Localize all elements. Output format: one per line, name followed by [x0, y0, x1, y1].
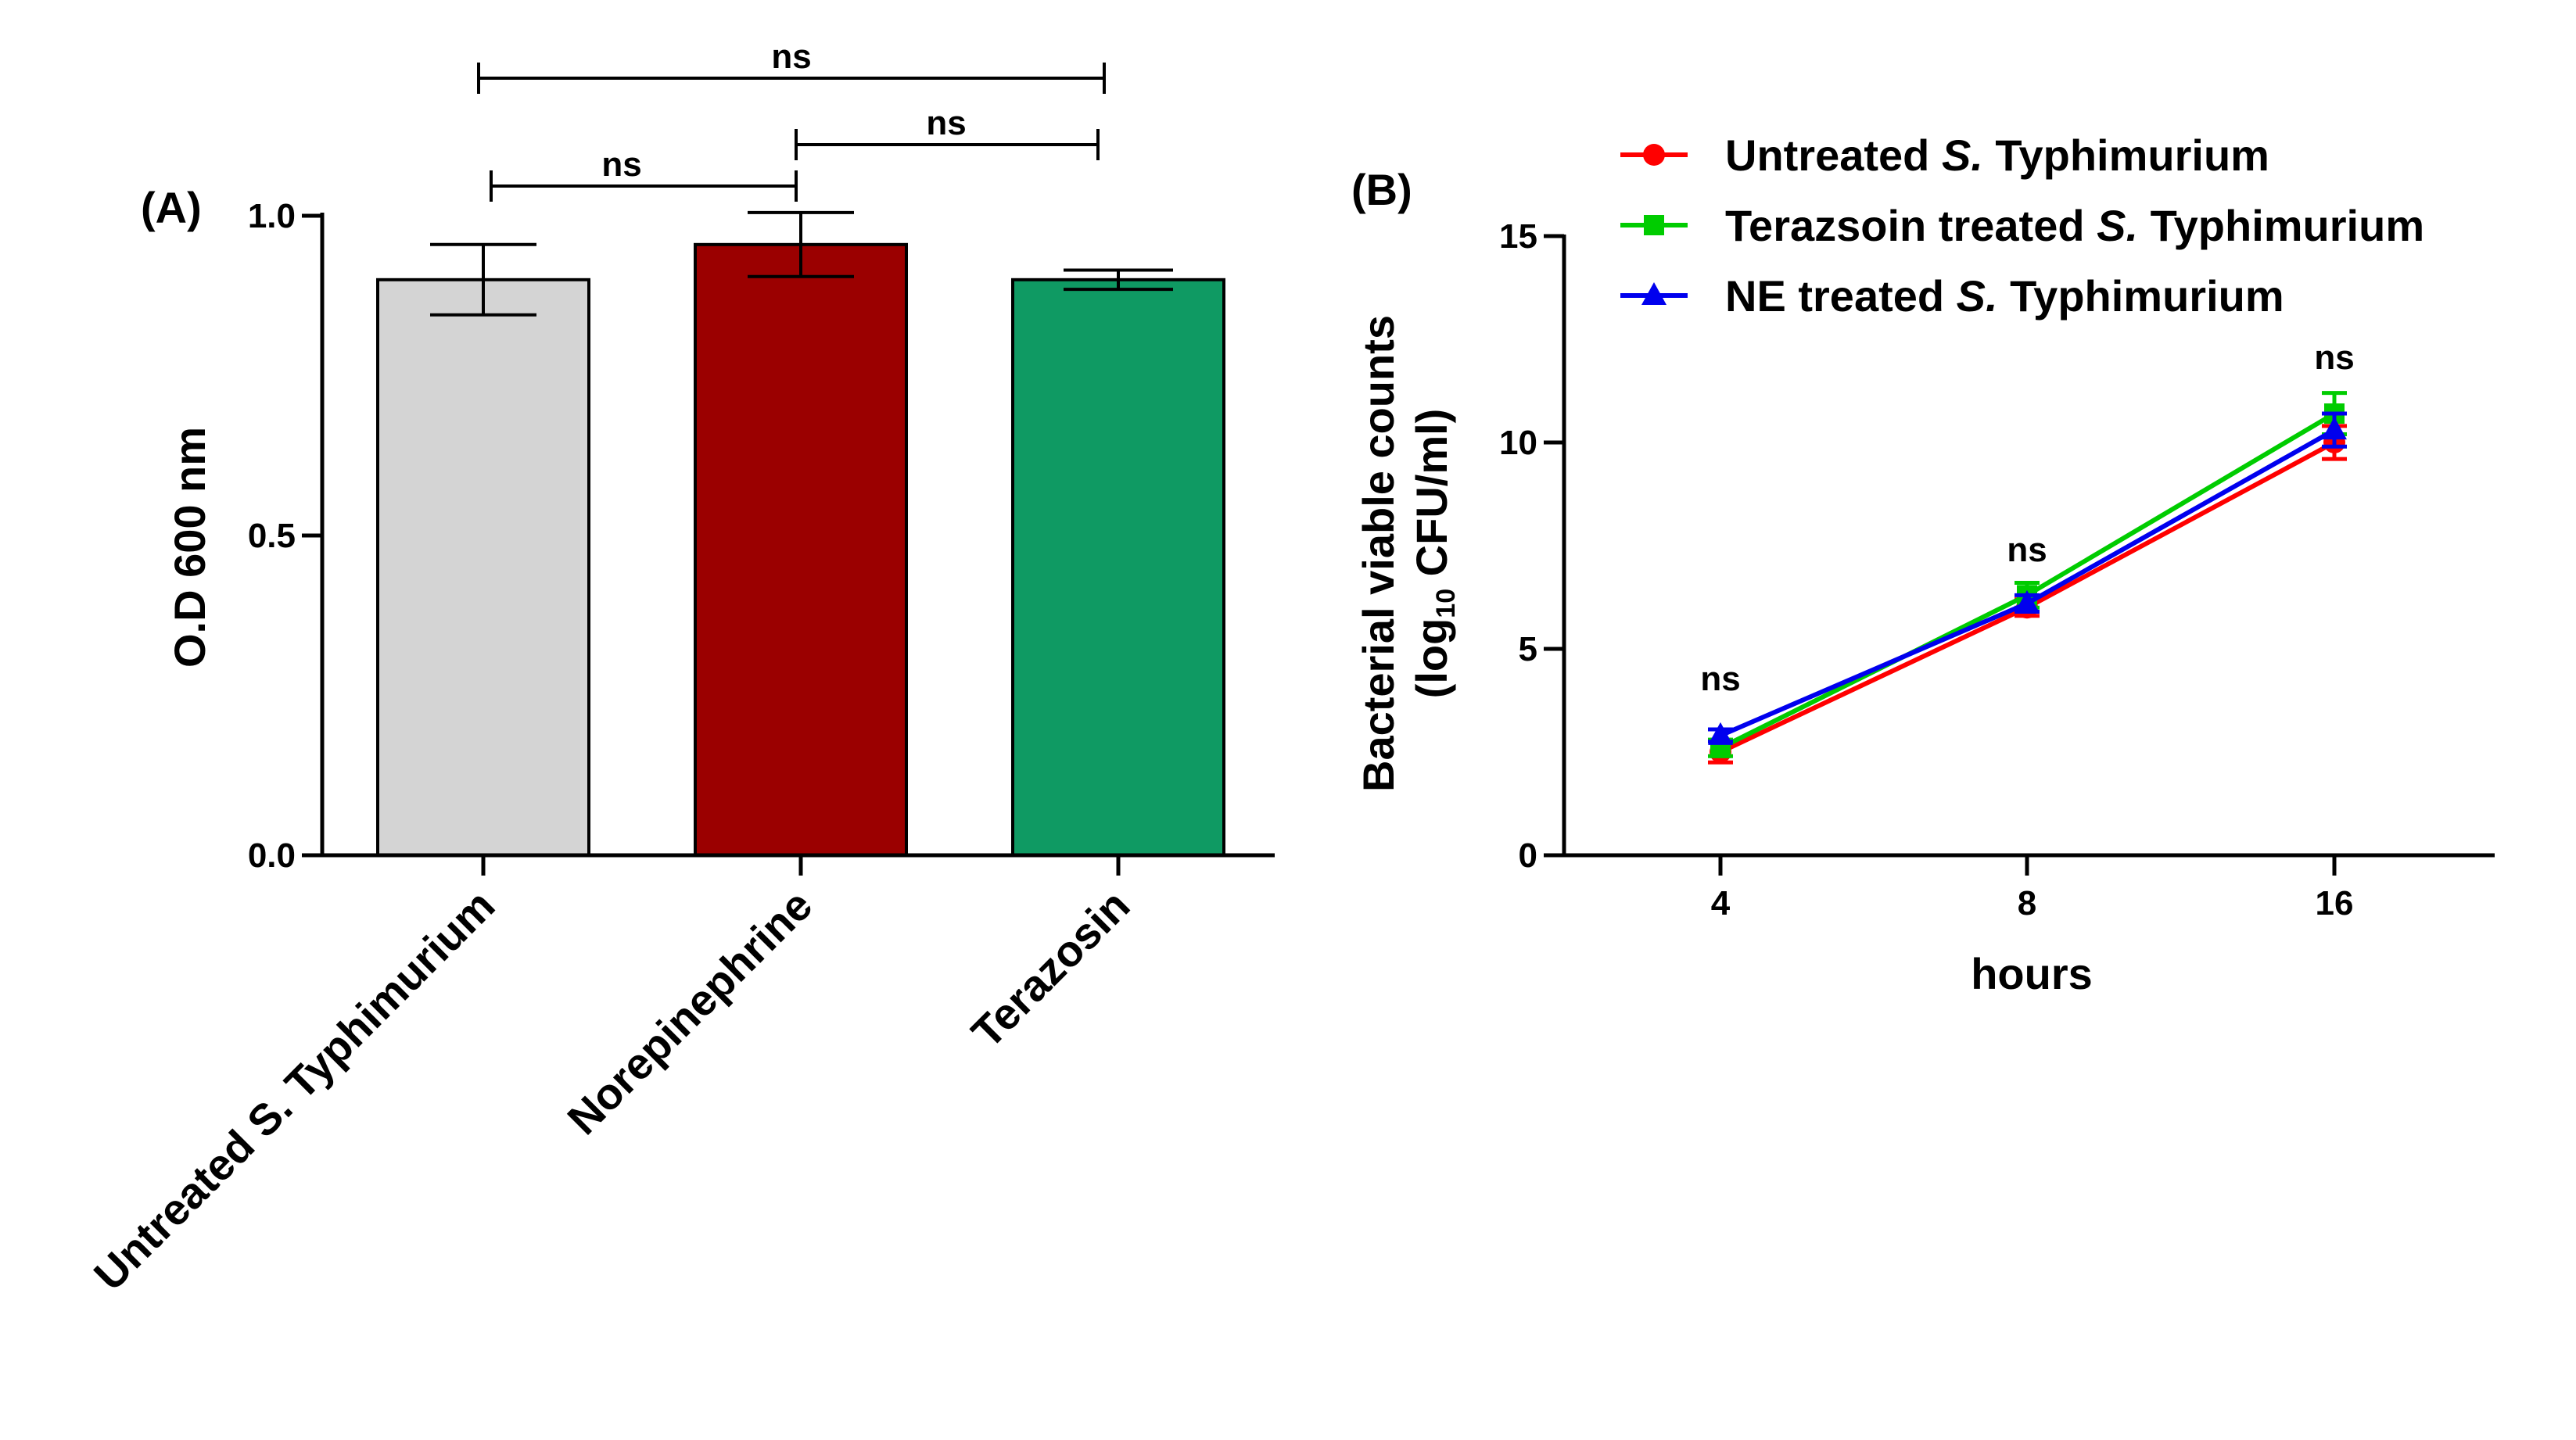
series-2-point-0	[1708, 722, 1733, 745]
x-tick-label-b-0: 4	[1711, 884, 1731, 922]
bar-1	[694, 242, 908, 857]
legend-item-2: NE treated S. Typhimurium	[1620, 271, 2284, 321]
error-bar-0	[430, 242, 536, 317]
category-label-0: Untreated S. Typhimurium	[84, 880, 504, 1300]
legend-label-italic-2: S.	[1957, 271, 1998, 321]
panel-a-label: (A)	[141, 183, 202, 232]
category-label-2: Terazosin	[962, 880, 1139, 1057]
legend-label-prefix-2: NE treated	[1725, 271, 1957, 321]
y-tick-label-1: 0.5	[248, 517, 296, 555]
y-tick-label-0: 0.0	[248, 836, 296, 875]
bar-2	[1011, 278, 1225, 857]
series-2-point-2	[2322, 417, 2347, 440]
legend-swatch-marker-0	[1643, 144, 1665, 166]
significance-label-b-0: ns	[1700, 660, 1740, 698]
legend-label-1: Terazsoin treated S. Typhimurium	[1725, 201, 2424, 250]
series-1	[1708, 391, 2347, 758]
y-tick-label-b-2: 10	[1499, 424, 1537, 462]
legend-label-2: NE treated S. Typhimurium	[1725, 271, 2284, 321]
panel-b-label: (B)	[1351, 165, 1412, 214]
significance-label-2: ns	[771, 38, 811, 76]
y-tick-label-b-0: 0	[1519, 836, 1537, 875]
panel-b-x-axis-label: hours	[1971, 949, 2093, 998]
panel-b-y-axis-label-line1: Bacterial viable counts	[1354, 315, 1403, 792]
y-tick-label-2: 1.0	[248, 197, 296, 235]
legend-label-italic-0: S.	[1942, 131, 1983, 180]
legend-swatch-marker-1	[1644, 215, 1664, 235]
bar-0	[376, 278, 590, 857]
significance-label-b-2: ns	[2314, 339, 2354, 377]
legend-label-italic-1: S.	[2097, 201, 2138, 250]
y-tick-label-b-3: 15	[1499, 217, 1537, 256]
error-bar-1	[748, 210, 854, 278]
legend-item-0: Untreated S. Typhimurium	[1620, 131, 2269, 180]
panel-b-line-chart: (B) Bacterial viable counts (log10 CFU/m…	[1351, 131, 2495, 998]
series-2	[1708, 411, 2347, 745]
y-tick-label-b-1: 5	[1519, 630, 1537, 668]
category-label-1: Norepinephrine	[558, 880, 821, 1144]
legend-label-suffix-0: Typhimurium	[1983, 131, 2269, 180]
legend-label-prefix-1: Terazsoin treated	[1725, 201, 2097, 250]
significance-bracket-2: ns	[477, 38, 1106, 94]
significance-label-b-1: ns	[2007, 531, 2047, 569]
legend-item-1: Terazsoin treated S. Typhimurium	[1620, 201, 2424, 250]
legend-label-suffix-2: Typhimurium	[1998, 271, 2284, 321]
panel-b-y-axis-label-line2: (log10 CFU/ml)	[1407, 409, 1461, 699]
series-2-point-1	[2015, 589, 2040, 613]
x-tick-label-b-2: 16	[2316, 884, 2354, 922]
legend-label-suffix-1: Typhimurium	[2138, 201, 2424, 250]
legend-label-prefix-0: Untreated	[1725, 131, 1942, 180]
significance-label-0: ns	[601, 145, 641, 184]
legend-swatch-marker-2	[1641, 282, 1667, 305]
significance-label-1: ns	[926, 104, 966, 142]
panel-a-y-axis-label: O.D 600 nm	[165, 427, 214, 668]
x-tick-label-b-1: 8	[2018, 884, 2036, 922]
panel-a-bar-chart: (A) O.D 600 nm 0.0 0.5 1.0 Untreated S. Ty…	[84, 38, 1275, 1300]
significance-bracket-0: ns	[490, 145, 798, 202]
error-bar-2	[1064, 268, 1173, 292]
legend-label-0: Untreated S. Typhimurium	[1725, 131, 2269, 180]
significance-bracket-1: ns	[795, 104, 1100, 160]
